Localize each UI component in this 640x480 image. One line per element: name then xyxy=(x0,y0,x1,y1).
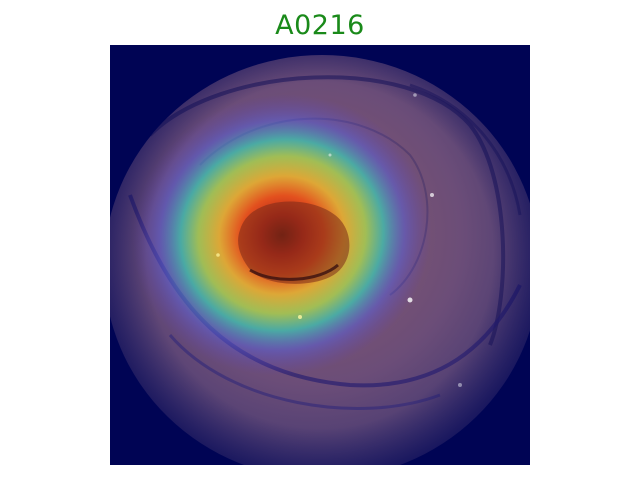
endoscopy-heatmap-image xyxy=(110,45,530,465)
image-title: A0216 xyxy=(275,10,365,41)
heatmap-image-panel xyxy=(110,45,530,465)
